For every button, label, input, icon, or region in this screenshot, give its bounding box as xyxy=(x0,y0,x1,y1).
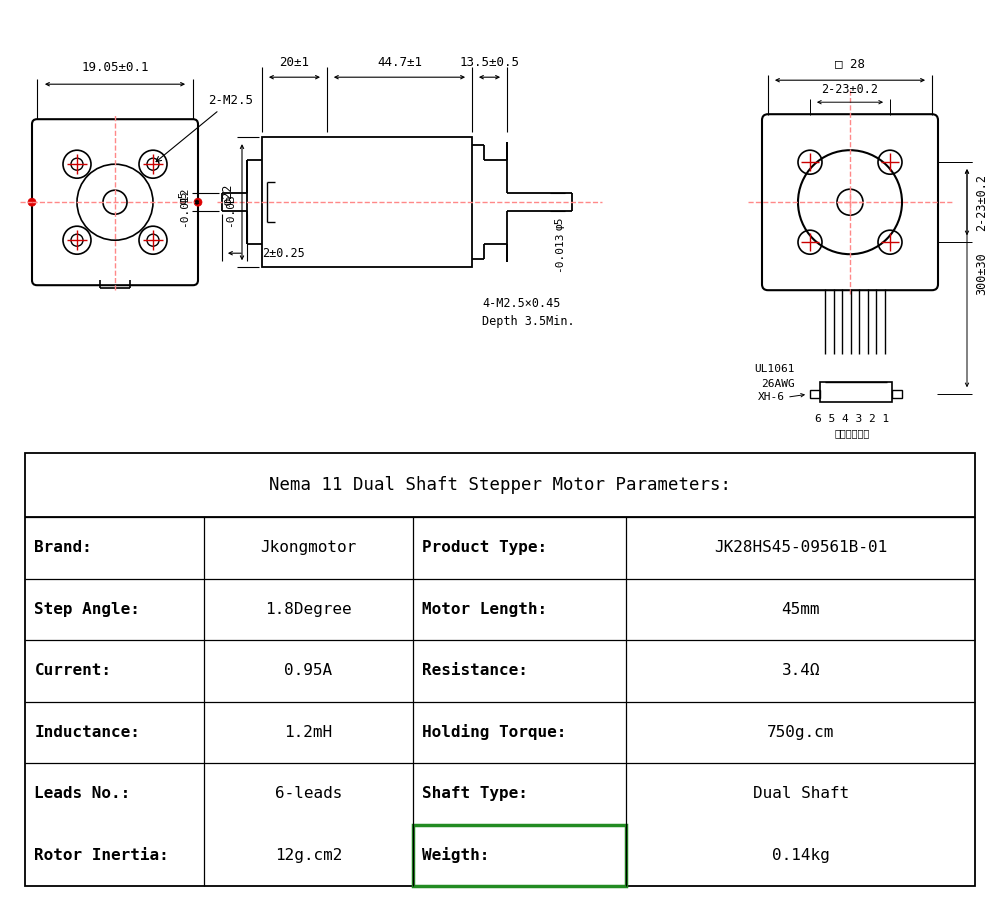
Text: 13.5±0.5: 13.5±0.5 xyxy=(460,56,520,69)
Text: 300±30: 300±30 xyxy=(975,252,988,294)
Text: 26AWG: 26AWG xyxy=(761,379,795,389)
Text: φ5: φ5 xyxy=(554,216,564,230)
Text: JK28HS45-09561B-01: JK28HS45-09561B-01 xyxy=(714,540,887,556)
Text: Rotor Inertia:: Rotor Inertia: xyxy=(34,848,169,862)
Text: -0.013: -0.013 xyxy=(554,231,564,272)
Text: Nema 11 Dual Shaft Stepper Motor Parameters:: Nema 11 Dual Shaft Stepper Motor Paramet… xyxy=(269,476,731,494)
Text: 12g.cm2: 12g.cm2 xyxy=(275,848,342,862)
Text: 20±1: 20±1 xyxy=(279,56,309,69)
Text: Resistance:: Resistance: xyxy=(422,663,528,679)
Text: Depth 3.5Min.: Depth 3.5Min. xyxy=(482,315,575,329)
Text: Leads No.:: Leads No.: xyxy=(34,786,131,802)
Text: 6-leads: 6-leads xyxy=(275,786,342,802)
Text: Weigth:: Weigth: xyxy=(422,847,490,863)
Text: 750g.cm: 750g.cm xyxy=(767,725,834,740)
Circle shape xyxy=(194,198,202,206)
Text: Product Type:: Product Type: xyxy=(422,540,548,556)
Text: Motor Length:: Motor Length: xyxy=(422,602,548,617)
Text: 4-M2.5×0.45: 4-M2.5×0.45 xyxy=(482,297,560,310)
Text: 2±0.25: 2±0.25 xyxy=(262,247,305,260)
Text: Current:: Current: xyxy=(34,663,111,679)
Text: φ22: φ22 xyxy=(222,184,235,205)
Text: Step Angle:: Step Angle: xyxy=(34,602,140,617)
Text: 1.2mH: 1.2mH xyxy=(284,725,332,740)
Text: 6 5 4 3 2 1: 6 5 4 3 2 1 xyxy=(815,414,889,424)
Text: 2-23±0.2: 2-23±0.2 xyxy=(975,174,988,231)
Text: UL1061: UL1061 xyxy=(755,364,795,374)
Text: Dual Shaft: Dual Shaft xyxy=(753,786,849,802)
Text: 45mm: 45mm xyxy=(781,602,820,617)
Text: -0.012: -0.012 xyxy=(179,187,189,227)
Text: 2-23±0.2: 2-23±0.2 xyxy=(822,83,879,96)
Text: XH-6: XH-6 xyxy=(758,392,785,402)
Text: 19.05±0.1: 19.05±0.1 xyxy=(81,62,149,74)
Text: 1.8Degree: 1.8Degree xyxy=(265,602,352,617)
Bar xyxy=(413,824,626,886)
Text: □ 28: □ 28 xyxy=(835,57,865,71)
Text: 3.4Ω: 3.4Ω xyxy=(781,663,820,679)
Text: Holding Torque:: Holding Torque: xyxy=(422,724,567,740)
Text: 44.7±1: 44.7±1 xyxy=(377,56,422,69)
Text: 2-M2.5: 2-M2.5 xyxy=(156,94,253,162)
Bar xyxy=(820,382,892,402)
Bar xyxy=(892,390,902,398)
Text: 0.95A: 0.95A xyxy=(284,663,332,679)
Text: 自贵蓝赢机量: 自贵蓝赢机量 xyxy=(834,428,870,438)
Text: Inductance:: Inductance: xyxy=(34,725,140,740)
Circle shape xyxy=(28,198,36,206)
Text: 0.14kg: 0.14kg xyxy=(772,848,830,862)
Bar xyxy=(262,138,472,267)
Text: Brand:: Brand: xyxy=(34,540,92,556)
Bar xyxy=(810,390,820,398)
Text: Jkongmotor: Jkongmotor xyxy=(260,540,357,556)
Text: -0.03: -0.03 xyxy=(225,194,235,227)
Text: Shaft Type:: Shaft Type: xyxy=(422,786,528,802)
Text: φ5: φ5 xyxy=(179,190,189,204)
